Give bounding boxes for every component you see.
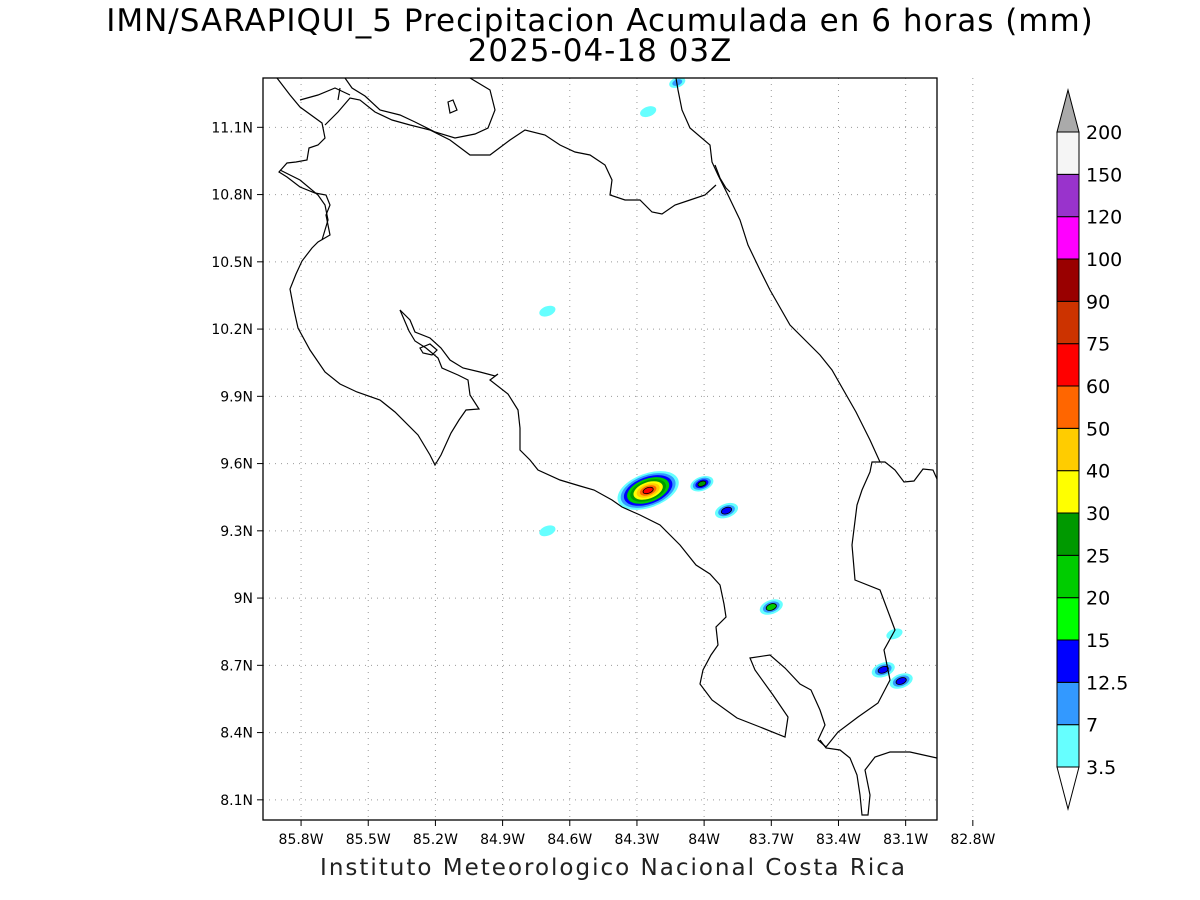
colorbar-swatch bbox=[1056, 681, 1080, 726]
precip-contour bbox=[539, 305, 556, 317]
map-title: IMN/SARAPIQUI_5 Precipitacion Acumulada … bbox=[106, 3, 1094, 39]
colorbar-swatch bbox=[1056, 597, 1080, 641]
colorbar-level-label: 120 bbox=[1086, 207, 1122, 229]
latitude-axis: 11.1N 10.8N 10.5N 10.2N 9.9N 9.6N 9.3N 9N 8.7N 8.… bbox=[211, 120, 263, 809]
colorbar-swatch bbox=[1056, 724, 1080, 768]
colorbar-level-label: 12.5 bbox=[1086, 672, 1128, 694]
lon-tick-label: 82.8W bbox=[950, 832, 995, 848]
precip-contour bbox=[765, 603, 777, 611]
colorbar-level-label: 100 bbox=[1086, 249, 1122, 271]
colorbar-swatch bbox=[1056, 216, 1080, 260]
colorbar-swatch bbox=[1056, 258, 1080, 302]
lat-tick-label: 10.8N bbox=[211, 188, 253, 204]
colorbar-min-triangle bbox=[1056, 766, 1080, 811]
colorbar-max-triangle bbox=[1056, 88, 1080, 133]
lat-tick-label: 10.5N bbox=[211, 255, 253, 271]
colorbar-level-label: 50 bbox=[1086, 418, 1110, 440]
colorbar-level-label: 60 bbox=[1086, 376, 1110, 398]
lon-tick-label: 84.9W bbox=[480, 832, 525, 848]
lat-tick-label: 11.1N bbox=[211, 120, 253, 136]
lon-tick-label: 85.8W bbox=[279, 832, 324, 848]
colorbar-level-label: 30 bbox=[1086, 503, 1110, 525]
lon-tick-label: 85.2W bbox=[413, 832, 458, 848]
map-subtitle-date: 2025-04-18 03Z bbox=[467, 33, 733, 69]
colorbar-level-label: 3.5 bbox=[1086, 757, 1116, 779]
colorbar-swatch bbox=[1056, 512, 1080, 556]
lon-tick-label: 84.3W bbox=[614, 832, 659, 848]
lon-tick-label: 85.5W bbox=[346, 832, 391, 848]
coastline-borders bbox=[276, 78, 937, 816]
lat-tick-label: 8.7N bbox=[220, 658, 253, 674]
colorbar-swatch bbox=[1056, 427, 1080, 472]
lat-tick-label: 8.1N bbox=[220, 793, 253, 809]
lon-tick-label: 83.7W bbox=[749, 832, 794, 848]
colorbar-level-label: 40 bbox=[1086, 461, 1110, 483]
lat-tick-label: 9N bbox=[234, 591, 253, 607]
colorbar-swatch bbox=[1056, 385, 1080, 429]
precip-contour bbox=[720, 506, 733, 515]
precip-contour bbox=[895, 677, 907, 685]
colorbar-legend: 3.5 7 12.5 15 20 25 30 40 50 60 75 90 100 120 150 200 bbox=[1056, 88, 1128, 811]
colorbar-level-label: 90 bbox=[1086, 291, 1110, 313]
precip-contour bbox=[642, 486, 654, 495]
colorbar-swatch bbox=[1056, 131, 1080, 175]
precip-contour bbox=[697, 480, 707, 487]
lat-tick-label: 9.3N bbox=[220, 524, 253, 540]
lat-tick-label: 10.2N bbox=[211, 322, 253, 338]
precip-contour bbox=[877, 665, 889, 674]
colorbar-level-label: 7 bbox=[1086, 715, 1098, 737]
colorbar-level-label: 200 bbox=[1086, 122, 1122, 144]
lat-tick-label: 9.6N bbox=[220, 457, 253, 473]
credit-footer: Instituto Meteorologico Nacional Costa R… bbox=[320, 855, 907, 881]
longitude-axis: 85.8W 85.5W 85.2W 84.9W 84.6W 84.3W 84W 83.7W 83… bbox=[279, 820, 995, 848]
precip-contour bbox=[886, 628, 903, 640]
lon-tick-label: 83.4W bbox=[816, 832, 861, 848]
map-grid bbox=[263, 78, 974, 820]
precip-contour bbox=[539, 525, 556, 537]
lon-tick-label: 84.6W bbox=[547, 832, 592, 848]
colorbar-swatch bbox=[1056, 300, 1080, 345]
colorbar-swatch bbox=[1056, 639, 1080, 683]
colorbar-level-label: 150 bbox=[1086, 164, 1122, 186]
lat-tick-label: 9.9N bbox=[220, 389, 253, 405]
lon-tick-label: 84W bbox=[688, 832, 720, 848]
colorbar-swatch bbox=[1056, 173, 1080, 218]
colorbar-level-label: 15 bbox=[1086, 630, 1110, 652]
lat-tick-label: 8.4N bbox=[220, 726, 253, 742]
colorbar-swatch bbox=[1056, 470, 1080, 514]
colorbar-level-label: 20 bbox=[1086, 588, 1110, 610]
precipitation-cells bbox=[539, 78, 913, 689]
map-frame bbox=[262, 77, 938, 821]
colorbar-level-label: 75 bbox=[1086, 334, 1110, 356]
colorbar-swatch bbox=[1056, 343, 1080, 387]
precip-contour bbox=[640, 106, 657, 118]
lon-tick-label: 83.1W bbox=[883, 832, 928, 848]
colorbar-level-label: 25 bbox=[1086, 545, 1110, 567]
colorbar-swatch bbox=[1056, 554, 1080, 599]
